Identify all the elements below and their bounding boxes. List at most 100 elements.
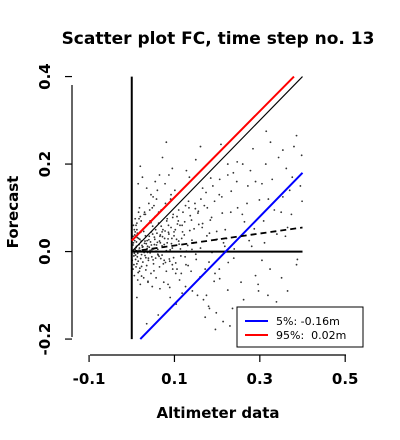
- data-point: [186, 244, 189, 247]
- data-point: [296, 258, 299, 261]
- data-point: [178, 279, 181, 281]
- data-point: [179, 224, 181, 227]
- x-axis-label: Altimeter data: [157, 404, 280, 422]
- data-point: [242, 298, 245, 301]
- data-point: [184, 204, 187, 207]
- data-point: [153, 269, 155, 272]
- data-point: [221, 212, 224, 214]
- identity-line: [131, 76, 303, 252]
- data-point: [159, 235, 161, 238]
- data-point: [137, 237, 140, 240]
- data-point: [167, 224, 170, 227]
- data-point: [181, 224, 184, 227]
- data-point: [257, 290, 260, 292]
- data-point: [188, 176, 191, 179]
- legend-box: [236, 306, 364, 348]
- data-point: [171, 268, 174, 270]
- data-point: [150, 193, 152, 196]
- data-point: [213, 280, 216, 283]
- data-point: [281, 149, 284, 151]
- data-point: [226, 289, 229, 291]
- data-point: [168, 286, 171, 289]
- data-point: [138, 238, 141, 241]
- data-point: [164, 261, 167, 264]
- data-point: [174, 272, 177, 275]
- data-point: [173, 189, 176, 192]
- upper-95-line: [131, 75, 295, 242]
- data-point: [218, 277, 221, 280]
- data-point: [151, 206, 154, 209]
- data-point: [197, 223, 200, 226]
- data-point: [140, 265, 143, 268]
- data-point: [235, 180, 238, 183]
- data-point: [301, 200, 303, 203]
- data-point: [135, 265, 137, 268]
- data-point: [138, 206, 141, 209]
- data-point: [261, 259, 263, 262]
- data-point: [246, 202, 248, 205]
- data-point: [175, 238, 178, 241]
- data-point: [136, 252, 139, 255]
- data-point: [169, 248, 172, 251]
- data-point: [224, 228, 227, 231]
- data-point: [162, 262, 165, 265]
- data-point: [180, 272, 183, 275]
- data-point: [158, 265, 161, 268]
- data-point: [181, 292, 184, 295]
- data-point: [169, 296, 172, 299]
- data-point: [236, 160, 239, 163]
- data-point: [172, 213, 175, 216]
- data-point: [144, 234, 147, 237]
- data-point: [170, 242, 173, 245]
- data-point: [269, 268, 271, 270]
- data-point: [174, 262, 177, 264]
- data-point: [184, 255, 187, 258]
- data-point: [184, 285, 187, 288]
- data-point: [213, 200, 216, 203]
- data-point: [147, 257, 150, 260]
- data-point: [229, 211, 232, 214]
- data-point: [295, 263, 298, 266]
- data-point: [183, 220, 186, 223]
- data-point: [189, 214, 192, 217]
- data-point: [139, 165, 142, 168]
- data-point: [208, 261, 210, 263]
- data-point: [165, 141, 168, 144]
- data-point: [281, 195, 284, 198]
- data-point: [153, 243, 156, 246]
- data-point: [167, 174, 170, 176]
- data-point: [223, 245, 226, 248]
- data-point: [194, 253, 197, 256]
- data-point: [209, 177, 212, 179]
- data-point: [196, 294, 199, 297]
- data-point: [152, 262, 155, 265]
- data-point: [143, 213, 146, 216]
- data-point: [151, 285, 154, 288]
- data-point: [254, 180, 257, 183]
- data-point: [286, 226, 289, 229]
- data-point: [197, 212, 199, 214]
- data-point: [258, 199, 261, 201]
- data-point: [194, 158, 197, 161]
- data-point: [162, 228, 164, 231]
- data-point: [277, 156, 280, 159]
- data-point: [263, 241, 266, 244]
- data-point: [176, 215, 178, 218]
- data-point: [133, 239, 136, 242]
- x-tick-label: 0.1: [161, 370, 188, 388]
- data-point: [155, 276, 157, 279]
- data-point: [207, 305, 210, 308]
- data-point: [262, 220, 265, 222]
- data-point: [159, 257, 162, 260]
- data-point: [284, 235, 287, 238]
- data-point: [291, 176, 294, 179]
- data-point: [280, 276, 283, 279]
- data-point: [290, 213, 293, 216]
- data-point: [137, 182, 140, 185]
- data-point: [187, 200, 190, 203]
- data-point: [132, 224, 135, 227]
- data-point: [161, 156, 164, 159]
- data-point: [293, 145, 295, 148]
- data-point: [136, 279, 139, 281]
